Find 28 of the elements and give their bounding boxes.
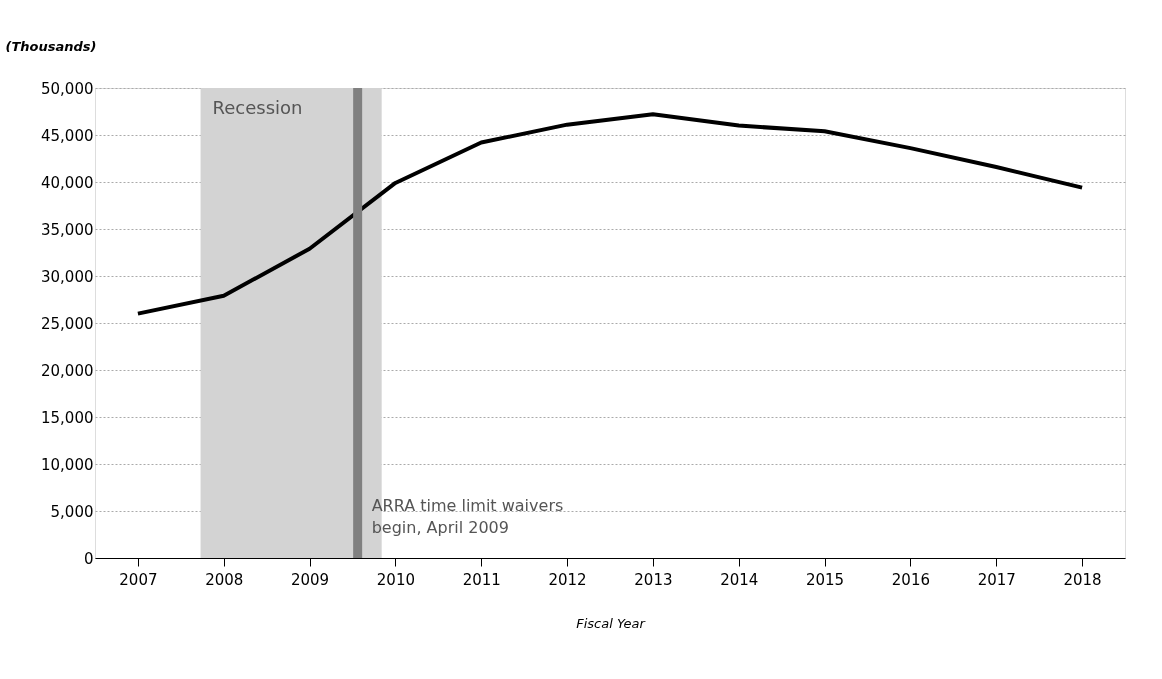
y-tick-label: 50,000 — [41, 79, 94, 98]
y-tick-label: 10,000 — [41, 455, 94, 474]
x-tick-label: 2015 — [805, 570, 845, 589]
y-tick-label: 30,000 — [41, 267, 94, 286]
y-tick-label: 5,000 — [50, 502, 94, 521]
x-tick-label: 2007 — [119, 570, 158, 589]
x-tick-label: 2010 — [376, 570, 416, 589]
x-tick-label: 2011 — [462, 570, 501, 589]
x-tick-label: 2014 — [720, 570, 759, 589]
band-label: Recession — [212, 97, 303, 118]
x-tick-label: 2013 — [634, 570, 673, 589]
x-tick-label: 2009 — [290, 570, 330, 589]
x-tick-label: 2012 — [548, 570, 587, 589]
x-tick-label: 2016 — [891, 570, 931, 589]
ref-line-label: ARRA time limit waivers begin, April 2009 — [371, 496, 564, 537]
x-tick-label: 2008 — [205, 570, 244, 589]
y-tick-label: 35,000 — [41, 220, 94, 239]
x-axis-title: Fiscal Year — [576, 615, 647, 631]
y-tick-label: 40,000 — [41, 173, 94, 192]
x-tick-label: 2018 — [1063, 570, 1102, 589]
line-series — [135, 112, 1085, 316]
x-tick-label: 2017 — [977, 570, 1016, 589]
y-tick-label: 20,000 — [41, 361, 94, 380]
y-tick-label: 0 — [83, 549, 94, 568]
y-axis-title: (Thousands) — [5, 38, 97, 54]
y-tick-label: 45,000 — [41, 126, 94, 145]
y-tick-label: 15,000 — [41, 408, 94, 427]
y-tick-label: 25,000 — [41, 314, 94, 333]
